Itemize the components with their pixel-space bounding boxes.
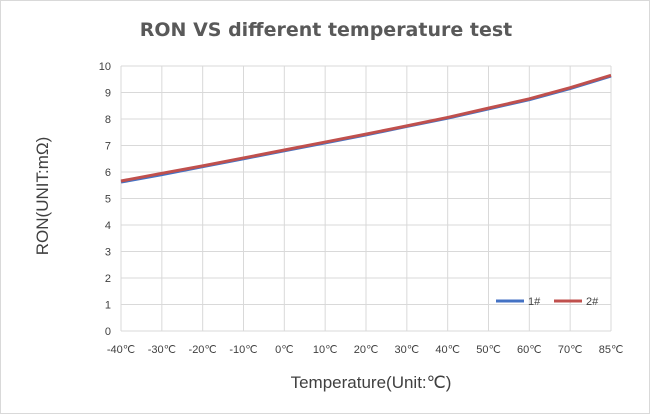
x-tick-label: 40℃ [435,344,460,356]
x-tick-label: 10℃ [313,344,338,356]
legend-label: 2# [586,296,599,308]
y-tick-label: 10 [99,61,111,73]
x-tick-label: -30℃ [148,344,176,356]
x-axis-label: Temperature(Unit:℃) [290,373,452,392]
y-tick-label: 2 [105,273,111,285]
legend-label: 1# [528,296,541,308]
y-tick-label: 6 [105,167,111,179]
x-tick-label: -10℃ [229,344,257,356]
y-tick-label: 9 [105,88,111,100]
y-tick-label: 7 [105,141,111,153]
x-tick-label: -40℃ [107,344,135,356]
series-line-2 [120,73,612,183]
x-tick-label: 30℃ [395,344,420,356]
y-tick-label: 8 [105,114,111,126]
x-tick-label: 0℃ [275,344,293,356]
x-tick-label: 20℃ [354,344,379,356]
x-tick-label: 50℃ [476,344,501,356]
x-tick-label: 85℃ [599,344,624,356]
y-tick-label: 1 [105,300,111,312]
y-tick-label: 3 [105,247,111,259]
y-tick-label: 5 [105,194,111,206]
y-tick-label: 0 [105,326,111,338]
x-tick-label: -20℃ [189,344,217,356]
x-tick-label: 70℃ [558,344,583,356]
y-tick-label: 4 [105,220,111,232]
chart-title: RON VS different temperature test [139,19,513,41]
x-tick-label: 60℃ [517,344,542,356]
